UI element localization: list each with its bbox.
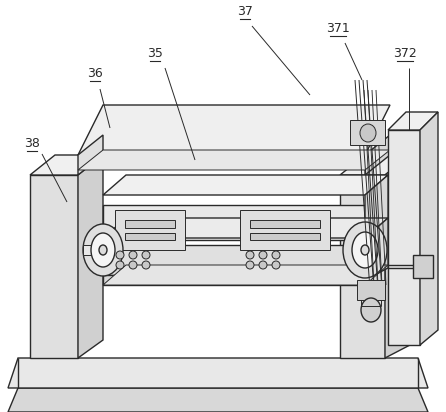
- Polygon shape: [115, 210, 185, 250]
- Text: 371: 371: [326, 22, 350, 35]
- Ellipse shape: [361, 298, 381, 322]
- Ellipse shape: [83, 224, 123, 276]
- Ellipse shape: [246, 251, 254, 259]
- Polygon shape: [125, 233, 175, 240]
- Ellipse shape: [142, 261, 150, 269]
- Polygon shape: [8, 388, 428, 412]
- Text: 36: 36: [87, 67, 103, 80]
- Ellipse shape: [361, 245, 369, 255]
- Ellipse shape: [129, 251, 137, 259]
- Ellipse shape: [142, 251, 150, 259]
- Ellipse shape: [272, 251, 280, 259]
- Polygon shape: [78, 135, 103, 175]
- Polygon shape: [340, 155, 410, 175]
- Polygon shape: [103, 205, 365, 240]
- Polygon shape: [420, 112, 438, 345]
- Ellipse shape: [352, 232, 378, 268]
- Polygon shape: [365, 175, 388, 250]
- Ellipse shape: [99, 245, 107, 255]
- Polygon shape: [78, 105, 390, 155]
- Polygon shape: [83, 245, 103, 255]
- Polygon shape: [250, 233, 320, 240]
- Ellipse shape: [246, 261, 254, 269]
- Polygon shape: [103, 245, 365, 275]
- Polygon shape: [30, 155, 103, 175]
- Ellipse shape: [91, 233, 115, 267]
- Ellipse shape: [116, 261, 124, 269]
- Text: 35: 35: [147, 47, 163, 60]
- Polygon shape: [103, 218, 388, 238]
- Polygon shape: [357, 280, 385, 300]
- Polygon shape: [240, 210, 330, 250]
- Text: 38: 38: [24, 137, 40, 150]
- Polygon shape: [388, 130, 420, 345]
- Ellipse shape: [116, 251, 124, 259]
- Ellipse shape: [360, 124, 376, 142]
- Ellipse shape: [259, 261, 267, 269]
- Polygon shape: [350, 120, 385, 145]
- Polygon shape: [103, 175, 388, 195]
- Polygon shape: [78, 150, 390, 170]
- Polygon shape: [413, 255, 433, 278]
- Polygon shape: [340, 175, 385, 358]
- Ellipse shape: [259, 251, 267, 259]
- Text: 37: 37: [237, 5, 253, 18]
- Ellipse shape: [272, 261, 280, 269]
- Polygon shape: [8, 358, 428, 388]
- Polygon shape: [103, 265, 388, 285]
- Polygon shape: [388, 112, 438, 130]
- Polygon shape: [78, 155, 103, 358]
- Polygon shape: [30, 175, 78, 358]
- Ellipse shape: [129, 261, 137, 269]
- Polygon shape: [365, 135, 390, 175]
- Polygon shape: [250, 220, 320, 228]
- Ellipse shape: [343, 222, 387, 278]
- Polygon shape: [103, 275, 365, 285]
- Polygon shape: [385, 155, 410, 358]
- Polygon shape: [125, 220, 175, 228]
- Polygon shape: [365, 218, 388, 280]
- Text: 372: 372: [393, 47, 417, 60]
